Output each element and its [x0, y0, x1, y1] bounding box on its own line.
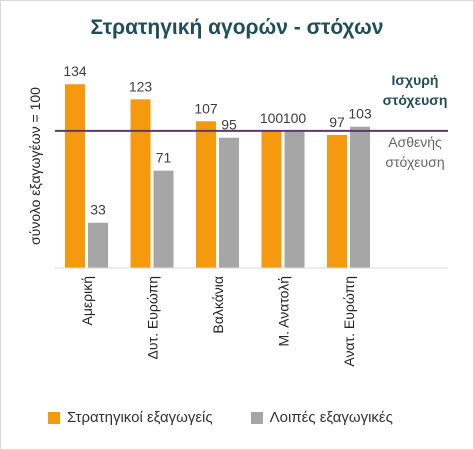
bar-other-3	[219, 137, 239, 268]
data-label-strategic-1: 134	[63, 63, 87, 79]
data-label-other-1: 33	[90, 202, 106, 218]
legend: Στρατηγικοί εξαγωγείς Λοιπές εξαγωγικές	[48, 409, 431, 426]
bar-other-4	[284, 130, 305, 268]
bar-strategic-2	[130, 99, 151, 268]
bar-other-2	[153, 170, 174, 268]
bar-strategic-1	[65, 84, 85, 268]
annotation-strong-line-1: Ισχυρή	[392, 72, 439, 88]
y-axis-label: σύνολο εξαγωγέων = 100	[27, 87, 43, 245]
legend-label-strategic: Στρατηγικοί εξαγωγείς	[67, 409, 213, 426]
annotation-strong-line-2: στόχευση	[383, 92, 448, 108]
legend-label-other: Λοιπές εξαγωγικές	[269, 409, 393, 426]
data-label-strategic-3: 107	[194, 100, 218, 116]
data-label-other-3: 95	[221, 117, 237, 133]
bar-other-1	[88, 222, 108, 268]
bar-strategic-3	[196, 121, 216, 268]
data-label-strategic-2: 123	[129, 78, 153, 94]
chart-title: Στρατηγική αγορών - στόχων	[90, 16, 384, 39]
legend-swatch-other	[250, 411, 263, 424]
data-label-strategic-4: 100	[260, 110, 284, 126]
annotation-weak-line-1: Ασθενής	[388, 134, 442, 150]
legend-item-other: Λοιπές εξαγωγικές	[250, 409, 393, 426]
legend-swatch-strategic	[48, 411, 60, 424]
bar-other-5	[350, 126, 370, 268]
legend-item-strategic: Στρατηγικοί εξαγωγείς	[48, 409, 213, 426]
x-tick-label-4: Μ. Ανατολή	[276, 276, 292, 347]
data-label-strategic-5: 97	[329, 114, 345, 130]
data-label-other-2: 71	[156, 150, 172, 166]
bar-strategic-5	[327, 134, 347, 268]
bar-strategic-4	[261, 130, 282, 268]
data-label-other-5: 103	[348, 106, 372, 122]
x-tick-label-5: Ανατ. Ευρώπη	[341, 276, 357, 367]
x-tick-label-1: Αμερική	[79, 276, 95, 326]
x-tick-label-3: Βαλκάνια	[210, 276, 226, 334]
annotation-weak-line-2: στόχευση	[385, 154, 444, 170]
x-tick-label-2: Δυτ. Ευρώπη	[145, 276, 161, 359]
data-label-other-4: 100	[283, 110, 307, 126]
